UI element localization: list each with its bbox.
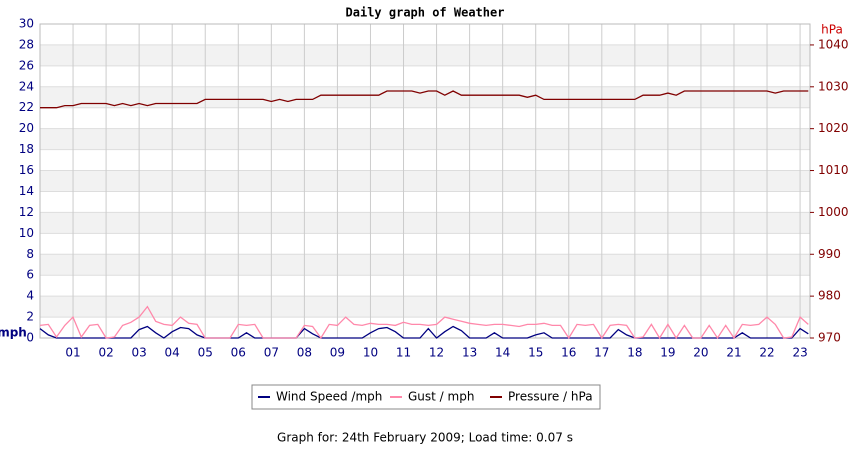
y-tick-label: 22 — [19, 100, 34, 114]
y-tick-label: 0 — [26, 331, 34, 345]
x-tick-label: 04 — [165, 346, 180, 360]
y-tick-label: 18 — [19, 142, 34, 156]
x-tick-label: 09 — [330, 346, 345, 360]
x-tick-label: 06 — [231, 346, 246, 360]
x-tick-label: 13 — [462, 346, 477, 360]
x-tick-label: 21 — [726, 346, 741, 360]
legend-label: Wind Speed /mph — [276, 390, 382, 404]
y-tick-label: 26 — [19, 58, 34, 72]
y-tick-label: 12 — [19, 205, 34, 219]
y2-tick-label: 980 — [818, 289, 841, 303]
y-tick-label: 8 — [26, 247, 34, 261]
x-tick-label: 14 — [495, 346, 510, 360]
x-tick-label: 03 — [132, 346, 147, 360]
y2-tick-label: 1010 — [818, 163, 849, 177]
grid-band — [40, 128, 810, 150]
y2-tick-label: 990 — [818, 247, 841, 261]
legend-label: Pressure / hPa — [508, 390, 593, 404]
grid-band — [40, 170, 810, 192]
plot-border — [39, 23, 811, 339]
y-tick-label: 2 — [26, 310, 34, 324]
y2-tick-label: 1020 — [818, 121, 849, 135]
y2-tick-label: 1030 — [818, 79, 849, 93]
grid-band — [40, 44, 810, 66]
y2-tick-label: 1040 — [818, 37, 849, 51]
y-tick-label: 20 — [19, 121, 34, 135]
x-tick-label: 12 — [429, 346, 444, 360]
y-tick-label: 28 — [19, 37, 34, 51]
x-tick-label: 15 — [528, 346, 543, 360]
x-tick-label: 22 — [759, 346, 774, 360]
y2-tick-label: 1000 — [818, 205, 849, 219]
x-tick-label: 02 — [98, 346, 113, 360]
grid-band — [40, 254, 810, 276]
x-tick-label: 11 — [396, 346, 411, 360]
x-tick-label: 07 — [264, 346, 279, 360]
grid-band — [40, 86, 810, 108]
y-tick-label: 16 — [19, 163, 34, 177]
y-tick-label: 6 — [26, 268, 34, 282]
y2-axis-label: hPa — [821, 23, 843, 37]
x-tick-label: 20 — [693, 346, 708, 360]
series-line — [40, 90, 809, 109]
y-tick-label: 4 — [26, 289, 34, 303]
legend-label: Gust / mph — [408, 390, 474, 404]
grid-band — [40, 212, 810, 234]
series-line — [39, 305, 809, 340]
x-tick-label: 18 — [627, 346, 642, 360]
grid-band — [40, 296, 810, 318]
x-tick-label: 23 — [792, 346, 807, 360]
chart-title: Daily graph of Weather — [346, 6, 505, 20]
y-tick-label: 30 — [19, 17, 34, 31]
x-tick-label: 16 — [561, 346, 576, 360]
footer: Graph for: 24th February 2009; Load time… — [277, 431, 573, 445]
x-tick-label: 05 — [198, 346, 213, 360]
y-tick-label: 24 — [19, 79, 34, 93]
series-line — [39, 325, 809, 339]
x-tick-label: 19 — [660, 346, 675, 360]
y-axis-label: mph — [0, 326, 27, 340]
x-tick-label: 10 — [363, 346, 378, 360]
x-tick-label: 17 — [594, 346, 609, 360]
legend — [251, 384, 601, 410]
x-tick-label: 01 — [65, 346, 80, 360]
y-tick-label: 14 — [19, 184, 34, 198]
y2-tick-label: 970 — [818, 331, 841, 345]
x-tick-label: 08 — [297, 346, 312, 360]
y-tick-label: 10 — [19, 226, 34, 240]
